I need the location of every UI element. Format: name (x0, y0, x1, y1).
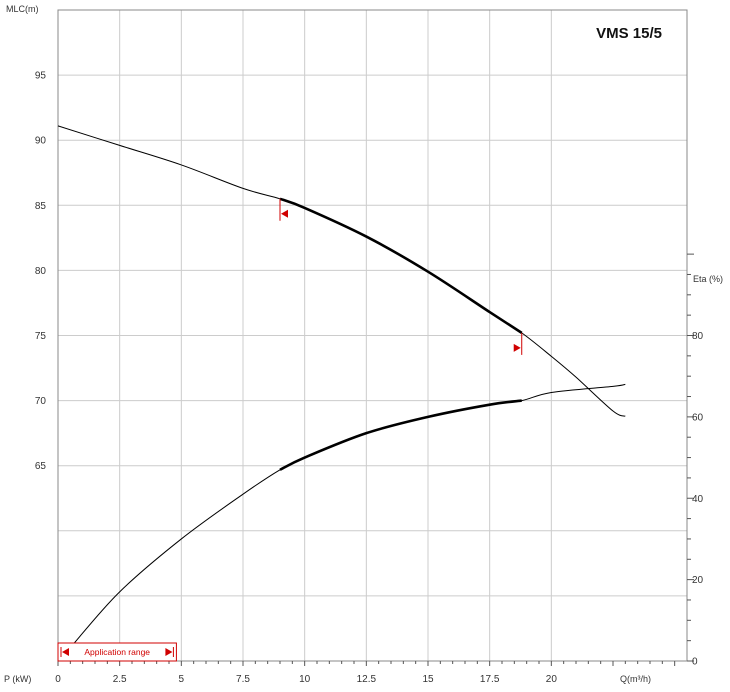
y-right-tick-label: 0 (692, 657, 698, 668)
y-left-tick-label: 65 (35, 461, 47, 472)
x-axis-title: Q(m³/h) (620, 674, 651, 684)
duty-markers (279, 198, 523, 355)
x-tick-label: 10 (299, 674, 311, 685)
x-tick-label: 7.5 (236, 674, 250, 685)
x-tick-label: 15 (422, 674, 434, 685)
range-start-arrow (62, 648, 69, 656)
axis-ticks: 0 2.5 5 7.5 10 12.5 15 17.5 20 65 70 75 80 85 90 95 0 20 4… (35, 71, 704, 685)
y-left-tick-label: 95 (35, 71, 47, 82)
y-right-axis-title: Eta (%) (693, 274, 723, 284)
y-left-tick-label: 90 (35, 136, 47, 147)
y-left-tick-label: 85 (35, 201, 47, 212)
grid (58, 10, 687, 661)
application-range-box (57, 642, 177, 662)
y-left-tick-label: 70 (35, 396, 47, 407)
y-right-tick-label: 20 (692, 575, 704, 586)
x-tick-label: 5 (179, 674, 185, 685)
efficiency-curve (72, 383, 626, 646)
chart-title: VMS 15/5 (596, 25, 662, 42)
x-tick-label: 17.5 (480, 674, 500, 685)
efficiency-operating-segment (279, 399, 522, 471)
y-left-tick-label: 80 (35, 266, 47, 277)
y-right-tick-label: 40 (692, 494, 704, 505)
bottom-axis-label: P (kW) (4, 674, 31, 684)
application-range-label: Application range (84, 647, 150, 657)
marker-triangle (281, 209, 288, 218)
x-tick-label: 0 (55, 674, 61, 685)
y-left-axis-title: MLC(m) (6, 4, 39, 14)
head-operating-segment (279, 197, 523, 334)
y-right-tick-label: 80 (692, 331, 704, 342)
x-tick-label: 12.5 (357, 674, 377, 685)
head-curve (57, 125, 626, 417)
marker-triangle (513, 343, 521, 352)
y-left-tick-label: 75 (35, 331, 47, 342)
series-curves (57, 125, 626, 646)
application-range: Application range (57, 642, 177, 662)
y-right-tick-label: 60 (692, 412, 704, 423)
x-tick-label: 20 (546, 674, 558, 685)
x-tick-label: 2.5 (113, 674, 127, 685)
range-end-arrow (165, 648, 173, 656)
